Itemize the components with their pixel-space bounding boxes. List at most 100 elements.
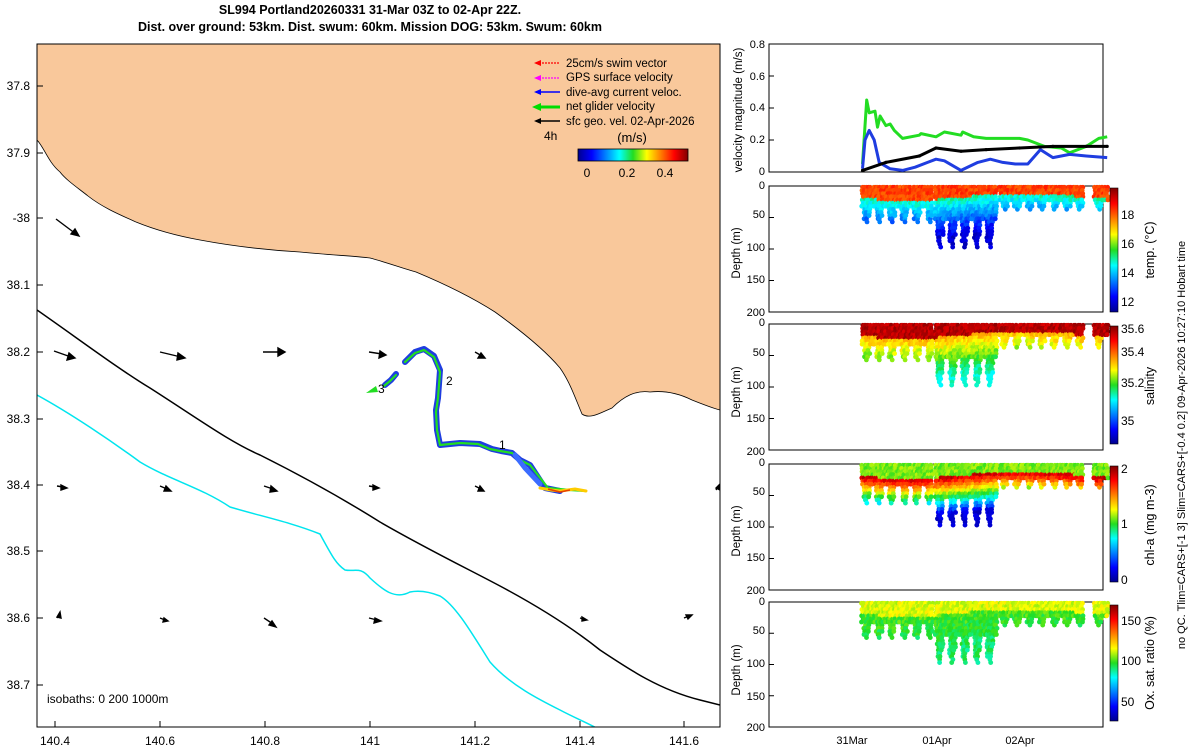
y-axis-label: Depth (m) xyxy=(731,366,743,417)
data-point xyxy=(864,219,870,225)
data-point xyxy=(1105,144,1109,148)
data-point xyxy=(1001,344,1007,350)
velocity-arrow xyxy=(55,218,81,238)
colorbar-label: salinity xyxy=(1143,366,1157,405)
data-point xyxy=(1028,481,1034,487)
y-axis-label: Depth (m) xyxy=(731,505,743,556)
data-point xyxy=(976,232,982,237)
map-x-axis: 140.4 140.6 140.8 141 141.2 141.4 141.6 xyxy=(40,734,699,748)
colorbar-title: (m/s) xyxy=(617,130,647,145)
data-point xyxy=(879,494,884,500)
data-point xyxy=(1001,484,1006,490)
velocity-arrow xyxy=(159,484,173,492)
sfc-velocity-arrows xyxy=(53,218,720,629)
y-axis-label: Depth (m) xyxy=(731,227,743,278)
speed-colorbar: (m/s) 0 0.2 0.4 xyxy=(577,130,689,180)
data-point xyxy=(1016,481,1021,487)
data-point xyxy=(897,619,902,625)
data-point xyxy=(915,635,920,640)
data-point xyxy=(1098,481,1104,487)
y-tick-label: 0 xyxy=(759,317,765,329)
y-tick-label: 100 xyxy=(747,242,765,254)
data-point xyxy=(860,168,865,172)
velocity-plot-frame xyxy=(768,43,1104,173)
data-point xyxy=(1041,481,1047,487)
map-frame xyxy=(36,43,721,728)
data-point xyxy=(877,219,883,225)
data-point xyxy=(976,647,982,653)
data-point xyxy=(989,510,995,515)
data-point xyxy=(963,382,969,388)
data-point xyxy=(1067,481,1073,487)
data-point xyxy=(962,522,968,528)
data-point xyxy=(955,216,961,222)
colorbar-tick: 18 xyxy=(1121,208,1135,222)
data-point xyxy=(876,635,882,640)
data-point xyxy=(1005,203,1010,209)
data-point xyxy=(978,354,984,360)
data-point xyxy=(1053,619,1059,625)
legend-item-swim-vector: 25cm/s swim vector xyxy=(534,58,667,70)
data-point xyxy=(943,494,948,500)
data-point xyxy=(968,632,973,637)
data-point xyxy=(1076,206,1082,212)
x-tick-label: 141.6 xyxy=(669,734,699,748)
data-point xyxy=(916,494,922,500)
data-point xyxy=(1064,484,1069,490)
data-point xyxy=(902,635,908,640)
data-point xyxy=(1105,475,1111,481)
velocity-y-tick-labels: 0 0.2 0.4 0.6 0.8 xyxy=(750,39,765,178)
data-point xyxy=(1003,338,1009,344)
map-y-axis: 37.8 37.9 -38 38.1 38.2 38.3 38.4 38.5 3… xyxy=(7,79,31,692)
data-point xyxy=(915,357,921,363)
y-tick-label: 38.6 xyxy=(7,611,31,625)
colorbar-chla xyxy=(1109,465,1119,583)
y-tick-label: 0.8 xyxy=(750,39,765,51)
y-tick-label: 150 xyxy=(747,552,765,564)
y-tick-label: -38 xyxy=(13,211,31,225)
data-point xyxy=(927,635,933,640)
data-point xyxy=(953,510,958,515)
data-point xyxy=(989,232,994,237)
colorbar-gradient xyxy=(577,148,689,162)
y-tick-label: 0 xyxy=(759,180,765,192)
data-point xyxy=(963,660,968,665)
data-point xyxy=(986,382,992,388)
data-point xyxy=(867,351,873,356)
velocity-magnitude-panel xyxy=(768,43,1109,173)
data-point xyxy=(988,647,994,653)
map-tick-marks xyxy=(37,85,685,727)
legend-item-sfc-geo-velocity: sfc geo. vel. 02-Apr-2026 xyxy=(534,116,695,128)
data-point xyxy=(926,357,932,363)
data-point xyxy=(1027,344,1033,350)
data-point xyxy=(990,370,996,375)
legend-item-dive-avg-current: dive-avg current veloc. xyxy=(534,87,682,99)
legend-item-gps-velocity: GPS surface velocity xyxy=(534,72,673,84)
data-point xyxy=(1018,332,1024,338)
y-tick-label: 200 xyxy=(747,307,765,319)
data-point xyxy=(1098,203,1104,209)
data-point xyxy=(918,341,924,347)
velocity-arrow xyxy=(683,614,694,621)
data-point xyxy=(1051,144,1055,148)
data-point xyxy=(1104,332,1110,338)
track-hot-segment xyxy=(538,486,588,493)
y-tick-label: 38.5 xyxy=(7,544,31,558)
data-point xyxy=(992,216,998,222)
glider-track: 1 2 3 xyxy=(366,346,588,494)
data-point xyxy=(956,354,961,360)
data-point xyxy=(1053,481,1059,487)
data-point xyxy=(1096,344,1102,350)
y-tick-label: 0.4 xyxy=(750,102,765,114)
data-point xyxy=(1079,203,1085,209)
velocity-arrow xyxy=(263,346,287,358)
series-line xyxy=(861,128,1108,172)
data-point xyxy=(1066,619,1072,625)
data-point xyxy=(889,219,895,225)
data-point xyxy=(866,629,871,634)
data-point xyxy=(876,500,882,506)
x-tick-label: 02Apr xyxy=(1005,735,1035,747)
data-point xyxy=(950,244,956,250)
colorbar-label: temp. (°C) xyxy=(1143,221,1157,278)
velocity-arrow xyxy=(53,350,77,361)
